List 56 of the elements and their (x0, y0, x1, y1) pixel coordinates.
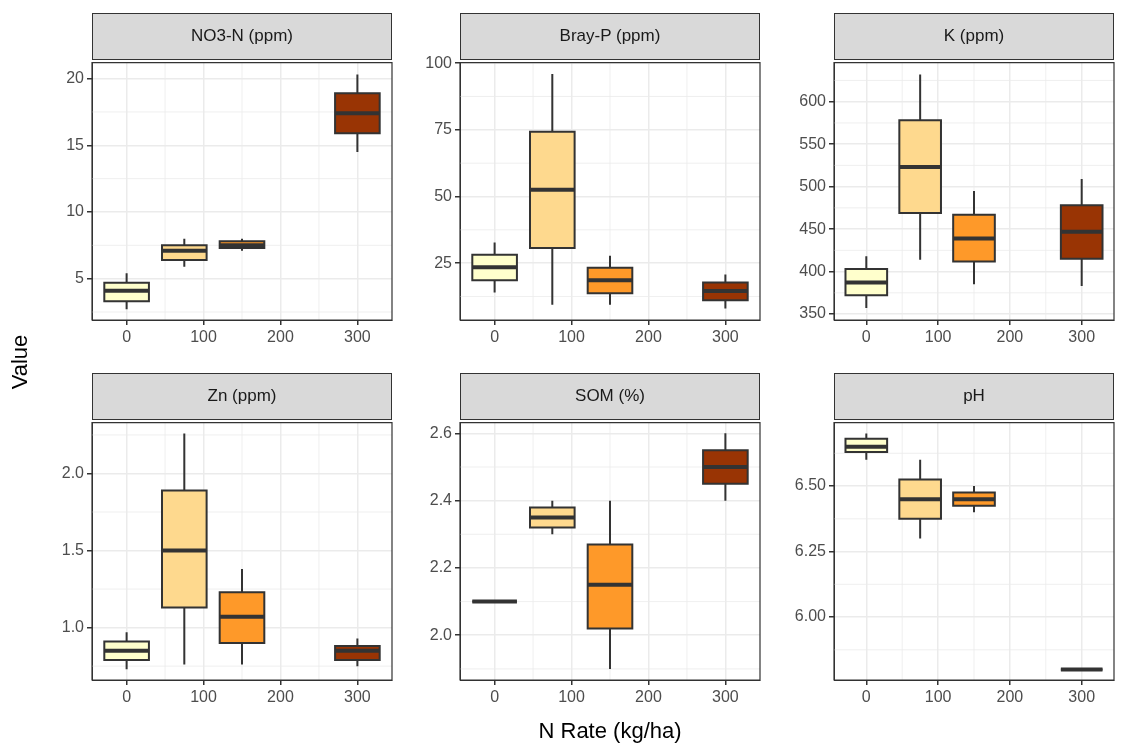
y-tick-label: 450 (799, 219, 827, 237)
x-tick-label: 100 (190, 328, 217, 346)
chart-title: pH (834, 373, 1114, 420)
x-tick-label: 100 (558, 688, 585, 706)
y-tick-label: 1.0 (61, 618, 85, 635)
x-tick-label: 200 (635, 328, 662, 346)
x-tick-label: 300 (1068, 688, 1096, 706)
x-tick-label: 300 (1068, 328, 1096, 346)
y-tick-label: 500 (799, 177, 827, 195)
x-tick-label: 300 (344, 688, 371, 706)
y-tick-label: 20 (66, 69, 85, 87)
chart-title: K (ppm) (834, 13, 1114, 60)
y-tick-label: 600 (799, 92, 827, 110)
chart-title: Zn (ppm) (92, 373, 392, 420)
y-axis-title: Value (6, 334, 33, 390)
y-tick-label: 6.50 (794, 476, 827, 494)
y-tick-label: 2.2 (429, 558, 453, 576)
x-tick-label: 200 (267, 328, 294, 346)
y-tick-label: 10 (66, 202, 85, 220)
y-tick-label: 400 (799, 261, 827, 279)
y-tick-label: 550 (799, 134, 827, 152)
x-tick-label: 100 (924, 328, 952, 346)
x-tick-label: 200 (635, 688, 662, 706)
x-tick-label: 0 (861, 688, 871, 706)
x-tick-label: 200 (996, 688, 1024, 706)
x-tick-label: 0 (490, 688, 500, 706)
chart-title: NO3-N (ppm) (92, 13, 392, 60)
x-tick-label: 0 (122, 328, 132, 346)
x-tick-label: 0 (861, 328, 871, 346)
x-tick-label: 200 (267, 688, 294, 706)
x-tick-label: 200 (996, 328, 1024, 346)
y-tick-label: 350 (799, 304, 827, 322)
y-tick-label: 25 (434, 253, 453, 271)
y-tick-label: 6.00 (794, 607, 827, 625)
x-tick-label: 0 (490, 328, 500, 346)
x-axis-title: N Rate (kg/ha) (538, 718, 682, 744)
x-tick-label: 0 (122, 688, 132, 706)
y-tick-label: 75 (434, 120, 453, 138)
y-tick-label: 5 (75, 269, 85, 287)
y-tick-label: 2.6 (429, 423, 453, 441)
y-tick-label: 6.25 (794, 541, 827, 559)
y-tick-label: 2.0 (61, 463, 85, 481)
x-tick-label: 100 (558, 328, 585, 346)
x-tick-label: 300 (712, 688, 739, 706)
y-tick-label: 2.4 (429, 491, 453, 509)
x-tick-label: 100 (924, 688, 952, 706)
x-tick-label: 100 (190, 688, 217, 706)
y-tick-label: 1.5 (61, 540, 85, 558)
y-tick-label: 15 (66, 135, 85, 153)
y-tick-label: 100 (425, 53, 453, 71)
y-tick-label: 50 (434, 186, 453, 204)
x-tick-label: 300 (344, 328, 371, 346)
chart-title: SOM (%) (460, 373, 760, 420)
x-tick-label: 300 (712, 328, 739, 346)
y-tick-label: 2.0 (429, 625, 453, 643)
chart-title: Bray-P (ppm) (460, 13, 760, 60)
